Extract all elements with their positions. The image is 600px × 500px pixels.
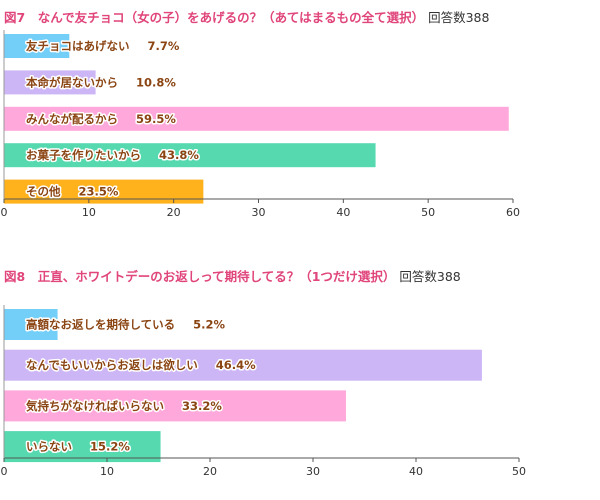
- value-label: 43.8%: [159, 148, 199, 162]
- bar-label-2: なんでもいいからお返しは欲しい 46.4%: [26, 358, 256, 372]
- value-label: 46.4%: [216, 358, 256, 372]
- bar-label-4: いらない 15.2%: [26, 440, 130, 454]
- bar-5: [4, 179, 204, 204]
- chart-heading: 図7 なんで友チョコ（女の子）をあげるの？（あてはまるもの全て選択） 回答数388: [4, 9, 489, 27]
- x-tick-label: 40: [409, 465, 423, 478]
- value-label: 7.7%: [148, 39, 180, 53]
- category-label: 気持ちがなければいらない: [26, 399, 164, 413]
- bar-3: [4, 390, 346, 422]
- category-label: みんなが配るから: [26, 112, 118, 126]
- bar-1: [4, 309, 58, 340]
- bar-3: [4, 106, 509, 131]
- bar-1: [4, 34, 70, 58]
- x-tick-label: 20: [167, 206, 181, 219]
- bar-label-3: みんなが配るから 59.5%: [26, 112, 176, 126]
- category-label: その他: [26, 185, 61, 199]
- bar-2: [4, 349, 482, 381]
- response-count: 回答数388: [399, 269, 461, 284]
- value-label: 59.5%: [136, 112, 176, 126]
- category-label: 本命が居ないから: [26, 75, 118, 89]
- chart-title: 図7 なんで友チョコ（女の子）をあげるの？（あてはまるもの全て選択）: [4, 10, 425, 25]
- category-label: 高額なお返しを期待している: [26, 318, 175, 332]
- x-tick-label: 20: [203, 465, 217, 478]
- value-label: 5.2%: [193, 318, 225, 332]
- x-tick-label: 60: [506, 206, 520, 219]
- category-label: なんでもいいからお返しは欲しい: [26, 358, 198, 372]
- chart-plot: 高額なお返しを期待している 5.2% なんでもいいからお返しは欲しい 46.4% 気持ち…: [1, 305, 526, 478]
- category-label: 友チョコはあげない: [26, 39, 130, 53]
- value-label: 33.2%: [182, 399, 222, 413]
- bar-label-4: お菓子を作りたいから 43.8%: [26, 148, 199, 162]
- category-label: お菓子を作りたいから: [26, 148, 141, 162]
- bar-4: [4, 431, 161, 463]
- bar-label-5: その他 23.5%: [26, 185, 119, 199]
- category-label: いらない: [26, 440, 72, 454]
- bar-label-1: 友チョコはあげない 7.7%: [26, 39, 180, 53]
- chart-figure-8: 図8 正直、ホワイトデーのお返しって期待してる？（1つだけ選択） 回答数388 高…: [0, 260, 600, 500]
- x-tick-label: 50: [421, 206, 435, 219]
- x-tick-label: 30: [306, 465, 320, 478]
- x-tick-label: 30: [252, 206, 266, 219]
- chart-title: 図8 正直、ホワイトデーのお返しって期待してる？（1つだけ選択）: [4, 269, 396, 284]
- chart-figure-7: 図7 なんで友チョコ（女の子）をあげるの？（あてはまるもの全て選択） 回答数388…: [0, 0, 600, 240]
- bar-label-3: 気持ちがなければいらない 33.2%: [26, 399, 222, 413]
- bar-4: [4, 143, 376, 168]
- x-tick-label: 10: [100, 465, 114, 478]
- value-label: 23.5%: [79, 185, 119, 199]
- value-label: 10.8%: [136, 75, 176, 89]
- response-count: 回答数388: [428, 10, 490, 25]
- x-tick-label: 40: [336, 206, 350, 219]
- value-label: 15.2%: [90, 440, 130, 454]
- x-tick-label: 50: [512, 465, 526, 478]
- x-tick-label: 0: [1, 206, 8, 219]
- x-tick-label: 0: [1, 465, 8, 478]
- bar-2: [4, 70, 96, 95]
- bar-label-1: 高額なお返しを期待している 5.2%: [26, 318, 226, 332]
- chart-plot: 友チョコはあげない 7.7% 本命が居ないから 10.8% みんなが配るから 59.5% お…: [1, 30, 520, 219]
- chart-heading: 図8 正直、ホワイトデーのお返しって期待してる？（1つだけ選択） 回答数388: [4, 268, 461, 286]
- x-tick-label: 10: [82, 206, 96, 219]
- bar-label-2: 本命が居ないから 10.8%: [26, 75, 176, 89]
